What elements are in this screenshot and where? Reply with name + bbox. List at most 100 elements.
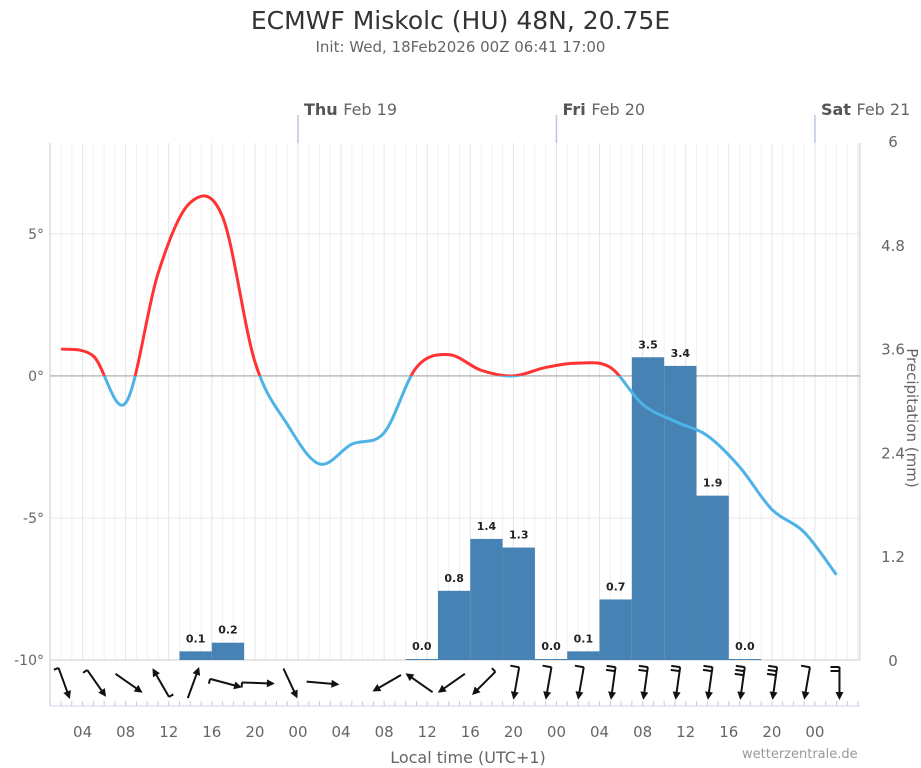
wind-arrowhead bbox=[672, 691, 681, 700]
precip-data-label: 0.2 bbox=[218, 624, 238, 637]
wind-arrowhead bbox=[769, 691, 778, 700]
wind-barb bbox=[207, 678, 212, 684]
wind-arrowhead bbox=[705, 691, 713, 700]
wind-arrowhead bbox=[152, 668, 160, 678]
y-tick-label-left: 5° bbox=[28, 227, 44, 243]
day-label-date: Feb 20 bbox=[591, 100, 645, 119]
precip-bar bbox=[664, 365, 697, 660]
day-label-weekday: Sat bbox=[821, 100, 857, 119]
y-tick-label-right: 6 bbox=[888, 133, 898, 151]
wind-arrowhead bbox=[372, 684, 382, 692]
day-label-weekday: Thu bbox=[304, 100, 343, 119]
wind-barb-icon bbox=[605, 664, 617, 700]
x-tick-label: 04 bbox=[332, 723, 351, 741]
precip-bar bbox=[631, 357, 665, 660]
y-tick-label-left: -5° bbox=[23, 511, 44, 527]
credit-link[interactable]: wetterzentrale.de bbox=[742, 747, 858, 762]
precip-bar bbox=[696, 495, 729, 660]
wind-barb bbox=[638, 668, 648, 673]
wind-arrowhead bbox=[133, 684, 143, 693]
chart-subtitle: Init: Wed, 18Feb2026 00Z 06:41 17:00 bbox=[315, 38, 606, 56]
x-tick-label: 20 bbox=[245, 723, 264, 741]
wind-barb-icon bbox=[800, 664, 811, 700]
wind-barb-icon bbox=[405, 673, 434, 693]
x-tick-label: 12 bbox=[676, 723, 695, 741]
y-tick-label-right: 3.6 bbox=[881, 341, 905, 359]
precip-bar bbox=[211, 642, 245, 660]
precip-data-label: 0.1 bbox=[186, 632, 206, 645]
x-tick-label: 20 bbox=[504, 723, 523, 741]
wind-shaft bbox=[153, 671, 170, 698]
wind-shaft bbox=[209, 677, 239, 688]
wind-shaft bbox=[375, 674, 402, 691]
wind-arrowhead bbox=[640, 691, 649, 700]
precip-bar bbox=[437, 590, 471, 660]
wind-barb bbox=[800, 664, 811, 669]
wind-barb-icon bbox=[734, 664, 746, 700]
precip-bar bbox=[534, 659, 568, 660]
wind-barb bbox=[702, 668, 713, 673]
wind-arrowhead bbox=[331, 679, 340, 688]
wind-shaft bbox=[282, 668, 297, 696]
wind-arrowhead bbox=[801, 691, 810, 700]
precip-data-label: 1.4 bbox=[477, 520, 497, 533]
day-label-weekday: Fri bbox=[562, 100, 591, 119]
precip-data-label: 0.1 bbox=[574, 632, 594, 645]
wind-shaft bbox=[306, 680, 336, 686]
wind-barb-icon bbox=[372, 674, 402, 692]
day-label: Sat Feb 21 bbox=[821, 100, 910, 119]
wind-barb bbox=[735, 668, 745, 673]
wind-shaft bbox=[474, 670, 497, 693]
wind-barb bbox=[766, 672, 777, 677]
y-tick-label-right: 2.4 bbox=[881, 444, 905, 462]
wind-shaft bbox=[408, 674, 434, 693]
precip-bar bbox=[728, 659, 762, 660]
wind-barb-icon bbox=[702, 664, 714, 700]
wind-arrowhead bbox=[835, 692, 844, 700]
wind-barb-icon bbox=[186, 667, 201, 699]
x-tick-label: 00 bbox=[547, 723, 566, 741]
wind-barb bbox=[542, 664, 552, 669]
precip-data-label: 3.4 bbox=[671, 347, 691, 360]
wind-arrowhead bbox=[63, 690, 71, 699]
wind-arrowhead bbox=[192, 667, 201, 676]
temperature-line-above-zero bbox=[60, 194, 622, 376]
temperature-line-below-zero bbox=[102, 375, 838, 576]
wind-arrowhead bbox=[233, 681, 243, 690]
precip-data-label: 0.0 bbox=[412, 640, 432, 653]
y-tick-label-right: 4.8 bbox=[881, 237, 905, 255]
wind-barb-icon bbox=[152, 668, 174, 698]
wind-shaft bbox=[513, 667, 521, 696]
x-tick-label: 00 bbox=[288, 723, 307, 741]
precip-data-label: 1.3 bbox=[509, 529, 529, 542]
chart-title: ECMWF Miskolc (HU) 48N, 20.75E bbox=[250, 6, 671, 35]
x-tick-label: 16 bbox=[461, 723, 480, 741]
wind-barb-icon bbox=[766, 664, 779, 700]
wind-shaft bbox=[57, 667, 70, 696]
precip-bar bbox=[599, 599, 632, 660]
right-axis-label: Precipitation (mm) bbox=[903, 348, 921, 488]
x-tick-label: 08 bbox=[633, 723, 652, 741]
wind-arrowhead bbox=[608, 691, 617, 700]
x-tick-label: 00 bbox=[805, 723, 824, 741]
wind-arrowhead bbox=[405, 673, 415, 682]
wind-barb bbox=[574, 664, 584, 669]
x-tick-label: 04 bbox=[590, 723, 609, 741]
wind-barb-icon bbox=[830, 666, 844, 700]
wind-shaft bbox=[545, 667, 553, 696]
wind-arrowhead bbox=[510, 691, 519, 700]
wind-shaft bbox=[803, 667, 811, 696]
wind-barb-icon bbox=[472, 667, 497, 696]
day-label-date: Feb 19 bbox=[343, 100, 397, 119]
wind-barb bbox=[168, 693, 174, 698]
wind-barb bbox=[670, 668, 680, 673]
wind-barb-icon bbox=[510, 664, 521, 700]
wind-barb-icon bbox=[542, 664, 553, 700]
precip-data-label: 0.8 bbox=[444, 572, 464, 585]
wind-barb bbox=[638, 664, 648, 669]
wind-arrowhead bbox=[437, 684, 447, 693]
wind-shaft bbox=[114, 673, 140, 692]
x-tick-label: 16 bbox=[202, 723, 221, 741]
precip-bar bbox=[470, 538, 503, 660]
